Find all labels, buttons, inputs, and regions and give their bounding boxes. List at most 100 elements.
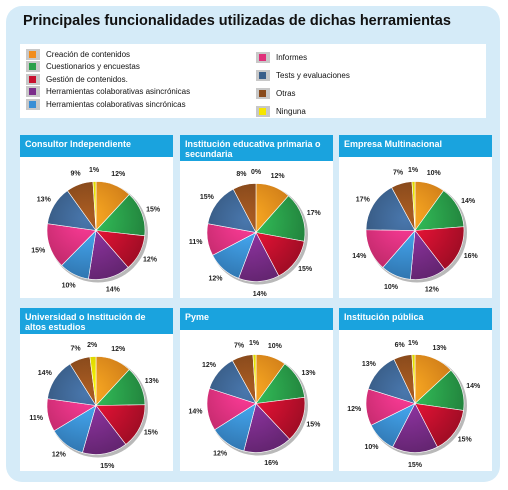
pie-slice-label: 10% (268, 343, 283, 350)
pie-slice-label: 12% (143, 256, 158, 263)
legend-swatch-frame (26, 98, 40, 110)
pie-slice (411, 354, 416, 404)
pie-slice-label: 14% (253, 291, 268, 298)
pie-slice-label: 12% (213, 450, 228, 457)
pie-slice-label: 16% (464, 253, 479, 260)
legend-swatch-frame (256, 51, 270, 63)
pie-panel-empresa-multinacional: Empresa Multinacional 10% 14% 16% 12% 10% 14% 1… (339, 135, 492, 298)
legend-swatch (29, 50, 36, 58)
pie-slice-label: 10% (384, 284, 399, 291)
legend-item: Ninguna (256, 102, 350, 120)
pie-panel-institucion-publica: Institución pública 13% 14% 15% 15% 10% 12% 13%… (339, 308, 492, 471)
legend-swatch-frame (26, 61, 40, 73)
page-title: Principales funcionalidades utilizadas d… (23, 13, 451, 29)
pie-slice-label: 13% (301, 370, 316, 377)
pie-slice-label: 12% (111, 171, 126, 178)
pie-title: Empresa Multinacional (339, 135, 492, 157)
pie-slice-label: 14% (461, 198, 476, 205)
legend-label: Creación de contenidos (46, 49, 131, 59)
legend-swatch-frame (26, 86, 40, 98)
pie-slice-label: 14% (466, 383, 481, 390)
legend-item: Cuestionarios y encuestas (26, 61, 190, 74)
pie-slice-label: 14% (188, 409, 203, 416)
pie-slice-label: 12% (52, 451, 67, 458)
legend-item: Creación de contenidos (26, 48, 190, 61)
pie-slice-label: 15% (100, 463, 115, 470)
pie-slice-label: 2% (87, 342, 98, 349)
pie-slice-label: 12% (208, 276, 223, 283)
pie-slice (414, 226, 465, 270)
pie-slice-label: 7% (234, 342, 245, 349)
legend-label: Herramientas colaborativas asincrónicas (46, 87, 191, 97)
pie-chart: 10% 13% 15% 16% 12% 14% 12% 7% 1% (188, 340, 321, 467)
legend-swatch (259, 71, 266, 79)
legend-label: Tests y evaluaciones (276, 70, 350, 80)
legend-label: Informes (276, 52, 308, 62)
pie-slice-label: 15% (408, 462, 423, 469)
pie-slice (255, 195, 306, 242)
pie-slice-label: 1% (408, 340, 419, 347)
pie-chart: 12% 13% 15% 15% 12% 11% 14% 7% 2% (29, 342, 159, 470)
pie-slice-label: 10% (364, 444, 379, 451)
pie-slice-label: 7% (393, 169, 404, 176)
pie-panel-institucion-educativa: Institución educativa primaria o secunda… (180, 135, 333, 298)
pie-slice-label: 7% (70, 346, 81, 353)
pie-slice-label: 15% (306, 422, 321, 429)
pie-slice-label: 14% (352, 253, 367, 260)
pie-slice-label: 8% (236, 171, 247, 178)
legend-label: Cuestionarios y encuestas (46, 62, 140, 72)
legend-label: Gestión de contenidos. (46, 74, 128, 84)
legend-column-right: Informes Tests y evaluaciones Otras Ninguna (256, 48, 350, 120)
pie-chart: 12% 15% 12% 14% 10% 15% 13% 9% 1% (31, 167, 161, 294)
pie-slice (92, 181, 97, 231)
legend-swatch (29, 75, 36, 83)
pie-title: Pyme (180, 308, 333, 330)
legend-item: Gestión de contenidos. (26, 73, 190, 86)
legend-swatch-frame (256, 105, 270, 117)
legend-item: Informes (256, 48, 350, 66)
pie-slice-label: 15% (31, 248, 46, 255)
pie-slice-label: 11% (29, 415, 43, 422)
legend-item: Herramientas colaborativas asincrónicas (26, 86, 190, 99)
pie-slice-label: 11% (189, 239, 203, 246)
legend-label: Otras (276, 88, 296, 98)
pie-slice-label: 12% (347, 406, 362, 413)
legend-swatch (259, 53, 266, 61)
pie-slice-label: 10% (427, 170, 442, 177)
pie-slice-label: 17% (356, 196, 371, 203)
pie-slice-label: 9% (70, 171, 81, 178)
legend-swatch (29, 88, 36, 96)
pie-slice-label: 13% (362, 361, 377, 368)
pie-slice (365, 187, 416, 231)
pie-slice-label: 13% (432, 345, 447, 352)
legend: Creación de contenidos Cuestionarios y en… (20, 44, 486, 118)
legend-swatch-frame (26, 48, 40, 60)
pie-slice-label: 1% (408, 167, 419, 174)
pie-slice-label: 16% (264, 460, 279, 467)
pie-slice-label: 10% (62, 283, 77, 290)
pie-slice (411, 181, 416, 231)
legend-swatch-frame (26, 73, 40, 85)
pie-slice-label: 13% (37, 196, 52, 203)
pie-slice-label: 14% (106, 287, 121, 294)
pie-slice-label: 15% (458, 436, 473, 443)
pie-chart: 12% 17% 15% 14% 12% 11% 15% 8% 0% (189, 169, 322, 298)
legend-column-left: Creación de contenidos Cuestionarios y en… (26, 48, 190, 111)
pie-title: Consultor Independiente (20, 135, 173, 157)
pie-panel-universidad: Universidad o Institución de altos estud… (20, 308, 173, 471)
pie-slice-label: 12% (202, 362, 217, 369)
pie-title: Institución pública (339, 308, 492, 330)
pie-chart: 10% 14% 16% 12% 10% 14% 17% 7% 1% (352, 167, 479, 294)
legend-swatch-frame (256, 69, 270, 81)
legend-swatch-frame (256, 87, 270, 99)
pie-slice (252, 354, 257, 404)
pie-slice-label: 12% (271, 173, 286, 180)
legend-swatch (259, 107, 266, 115)
pie-title: Institución educativa primaria o secunda… (180, 135, 333, 161)
legend-swatch (29, 100, 36, 108)
pie-slice-label: 15% (144, 430, 159, 437)
legend-item: Otras (256, 84, 350, 102)
legend-item: Tests y evaluaciones (256, 66, 350, 84)
legend-swatch (259, 89, 266, 97)
pie-slice (232, 183, 257, 233)
